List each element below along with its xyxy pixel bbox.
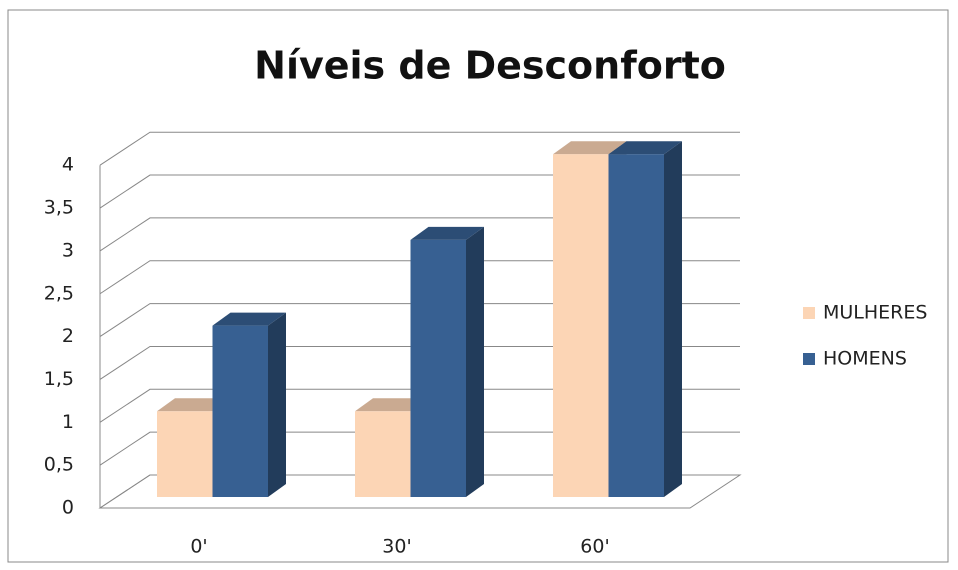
x-tick-label: 0' <box>190 536 207 558</box>
legend-label: HOMENS <box>823 348 907 370</box>
bar-top <box>157 398 231 412</box>
bar <box>212 312 286 497</box>
bar-side <box>268 312 286 497</box>
bar-front <box>355 411 411 497</box>
bar-side <box>664 141 682 497</box>
grid-line <box>99 474 740 509</box>
grid-line <box>99 388 740 423</box>
bar <box>410 226 484 497</box>
legend-swatch <box>803 307 815 319</box>
chart-title: Níveis de Desconforto <box>254 44 726 88</box>
y-tick-label: 1 <box>62 411 74 433</box>
x-tick-label: 30' <box>382 536 411 558</box>
bar-top <box>212 312 286 326</box>
bar-front <box>157 411 213 497</box>
grid-line <box>99 217 740 252</box>
y-tick-label: 4 <box>62 154 74 176</box>
y-tick-label: 2 <box>62 325 74 347</box>
bar-front <box>212 325 268 497</box>
grid-line <box>99 174 740 209</box>
bar-top <box>410 226 484 240</box>
y-tick-label: 0 <box>62 497 74 519</box>
x-tick-label: 60' <box>580 536 609 558</box>
bar-top <box>608 141 682 155</box>
y-tick-label: 2,5 <box>44 282 74 304</box>
y-tick-label: 1,5 <box>44 368 74 390</box>
y-tick-label: 3 <box>62 239 74 261</box>
bar-top <box>553 141 627 155</box>
y-tick-label: 3,5 <box>44 197 74 219</box>
bar-top <box>355 398 429 412</box>
grid-line <box>99 431 740 466</box>
grid-line <box>99 303 740 338</box>
grid-line <box>99 131 740 166</box>
legend-swatch <box>803 353 815 365</box>
bar <box>608 141 682 497</box>
grid-line <box>99 260 740 295</box>
y-tick-label: 0,5 <box>44 454 74 476</box>
grid-line <box>99 345 740 380</box>
bar-side <box>466 226 484 497</box>
bar-front <box>608 154 664 497</box>
bar-front <box>553 154 609 497</box>
legend-label: MULHERES <box>823 302 927 324</box>
bar-front <box>410 239 466 497</box>
